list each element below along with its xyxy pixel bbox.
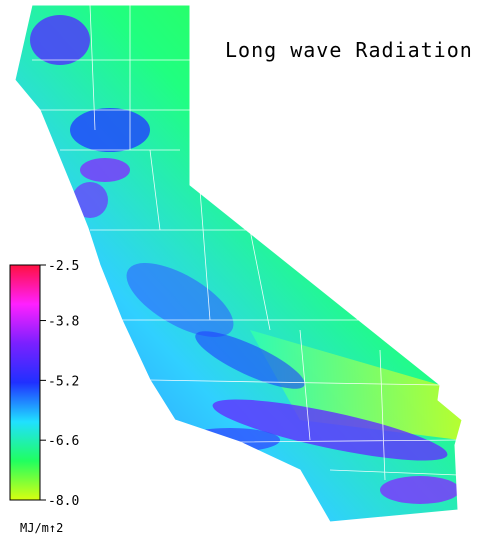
colorbar (9, 264, 41, 501)
colorbar-tick-label: -2.5 (48, 259, 79, 274)
map-title: Long wave Radiation (225, 38, 473, 62)
colorbar-tick-label: -8.0 (48, 494, 79, 509)
state-outline (14, 4, 463, 523)
colorbar-tick-label: -3.8 (48, 315, 79, 330)
colorbar-unit: MJ/m↑2 (20, 521, 63, 535)
colorbar-tick-label: -6.6 (48, 434, 79, 449)
colorbar-tick-label: -5.2 (48, 374, 79, 389)
